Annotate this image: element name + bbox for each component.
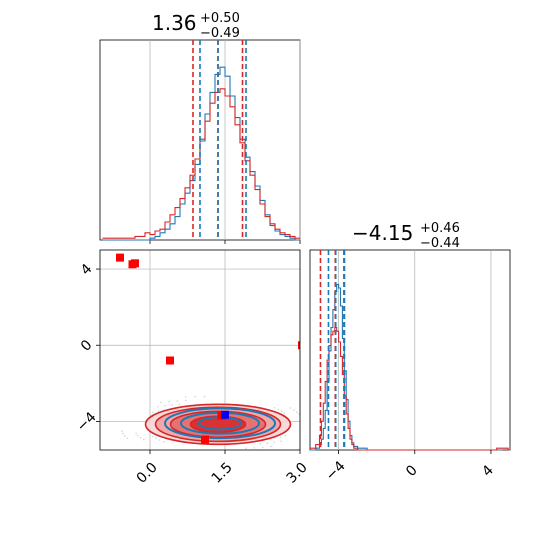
scatter-sample-point-22	[152, 435, 154, 438]
scatter-sample-point-71	[273, 437, 276, 440]
scatter-sample-point-9	[135, 432, 137, 435]
scatter-sample-point-132	[126, 437, 129, 440]
marker-red-4	[201, 435, 209, 444]
histogram-param2-blue-series	[310, 283, 503, 451]
histogram-param1-red-series	[102, 88, 300, 239]
scatter-sample-point-126	[280, 440, 283, 443]
scatter-sample-point-88	[157, 410, 160, 412]
marker-blue-0	[221, 410, 229, 419]
tick-label-param2-x-0: −4	[323, 458, 349, 484]
tick-label-joint-x-0: 0.0	[134, 460, 161, 487]
tick-label-joint-y-1: 0	[78, 337, 96, 355]
scatter-sample-point-94	[293, 409, 295, 411]
scatter-sample-point-139	[284, 435, 287, 437]
histogram-panel-param1	[99, 39, 301, 244]
scatter-sample-point-26	[298, 413, 300, 416]
scatter-sample-point-28	[184, 399, 187, 402]
scatter-sample-point-77	[139, 436, 142, 439]
scatter-sample-point-58	[266, 442, 269, 445]
scatter-sample-point-11	[245, 447, 247, 450]
scatter-sample-point-62	[176, 400, 179, 402]
scatter-sample-point-49	[194, 395, 196, 398]
title-param1-lower: −0.49	[200, 26, 240, 41]
histogram-panel-param2: −4 0 4	[309, 249, 511, 484]
scatter-sample-point-47	[313, 415, 315, 417]
tick-label-joint-y-2: 4	[78, 261, 96, 279]
scatter-sample-point-13	[314, 418, 316, 420]
scatter-sample-point-79	[262, 446, 264, 449]
scatter-sample-point-64	[122, 432, 124, 435]
tick-label-param2-x-1: 0	[403, 462, 421, 480]
title-param2: −4.15 +0.46 −0.44	[352, 221, 460, 251]
scatter-sample-point-56	[155, 437, 157, 440]
scatter-sample-point-73	[277, 408, 280, 411]
joint-panel: −4 0 4 0.0 1.5 3.0	[74, 249, 316, 487]
scatter-sample-point-24	[259, 443, 262, 445]
scatter-sample-point-15	[203, 395, 206, 398]
marker-red-3	[166, 356, 174, 365]
scatter-sample-point-60	[296, 411, 298, 413]
scatter-sample-point-107	[273, 407, 276, 409]
scatter-sample-point-75	[164, 405, 166, 407]
scatter-sample-point-124	[163, 440, 165, 443]
scatter-sample-point-105	[279, 436, 282, 438]
contour-blue-level-2	[164, 407, 276, 440]
tick-label-joint-x-2: 3.0	[284, 460, 311, 487]
scatter-sample-point-96	[168, 400, 170, 403]
scatter-sample-point-130	[160, 401, 162, 404]
scatter-sample-point-32	[235, 451, 237, 453]
histogram-param2-red-series	[310, 327, 510, 451]
scatter-sample-point-128	[289, 407, 292, 409]
tick-label-joint-y-0: −4	[74, 409, 100, 435]
scatter-sample-point-83	[185, 396, 187, 398]
tick-label-joint-x-1: 1.5	[209, 460, 236, 487]
scatter-sample-point-39	[280, 410, 283, 413]
tick-label-param2-x-2: 4	[479, 462, 497, 480]
scatter-sample-point-98	[123, 435, 126, 437]
marker-red-edge	[298, 341, 300, 350]
scatter-sample-point-30	[121, 430, 123, 433]
scatter-sample-point-92	[273, 441, 276, 444]
scatter-sample-point-113	[270, 445, 272, 448]
title-param2-median: −4.15	[352, 221, 413, 245]
title-param1: 1.36 +0.50 −0.49	[152, 11, 240, 41]
title-param2-lower: −0.44	[420, 236, 460, 251]
marker-red-0	[116, 253, 124, 262]
scatter-sample-point-41	[171, 404, 173, 406]
title-param1-median: 1.36	[152, 11, 197, 35]
scatter-sample-point-45	[253, 447, 256, 449]
scatter-sample-point-81	[312, 413, 314, 415]
scatter-sample-point-43	[137, 434, 139, 437]
scatter-sample-point-111	[142, 438, 145, 441]
scatter-sample-point-66	[245, 451, 247, 453]
scatter-sample-point-109	[157, 406, 159, 408]
scatter-sample-point-90	[158, 439, 161, 441]
histogram-param1-blue-series	[102, 66, 300, 241]
title-param1-upper: +0.50	[200, 11, 240, 26]
marker-red-2	[131, 259, 139, 268]
joint-frame	[99, 249, 301, 451]
scatter-sample-point-5	[283, 412, 286, 414]
scatter-sample-point-7	[178, 403, 181, 406]
title-param2-upper: +0.46	[420, 221, 460, 236]
scatter-sample-point-122	[152, 411, 154, 413]
